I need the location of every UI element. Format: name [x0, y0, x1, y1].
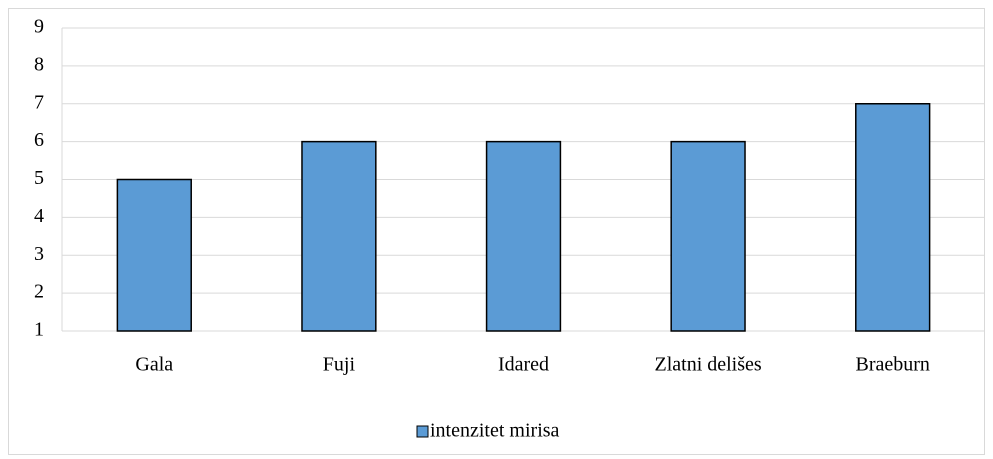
bar [670, 140, 746, 332]
bar [301, 140, 377, 332]
bar [485, 140, 562, 332]
y-tick-label: 1 [34, 319, 44, 341]
y-tick-label: 8 [34, 53, 44, 75]
y-tick-label: 7 [34, 91, 44, 113]
y-tick-label: 6 [34, 129, 44, 151]
legend-label: intenzitet mirisa [430, 420, 560, 442]
y-tick-label: 5 [34, 167, 44, 189]
x-tick-label: Braeburn [855, 354, 929, 376]
bar [116, 178, 192, 332]
legend-swatch [416, 425, 429, 438]
x-tick-label: Idared [498, 354, 549, 376]
y-tick-label: 4 [34, 205, 44, 227]
x-tick-label: Gala [135, 354, 173, 376]
y-tick-label: 3 [34, 243, 44, 265]
x-tick-label: Zlatni delišes [654, 354, 761, 376]
x-tick-label: Fuji [323, 354, 356, 376]
bar [855, 103, 931, 332]
y-tick-label: 9 [34, 16, 44, 38]
y-tick-label: 2 [34, 281, 44, 303]
